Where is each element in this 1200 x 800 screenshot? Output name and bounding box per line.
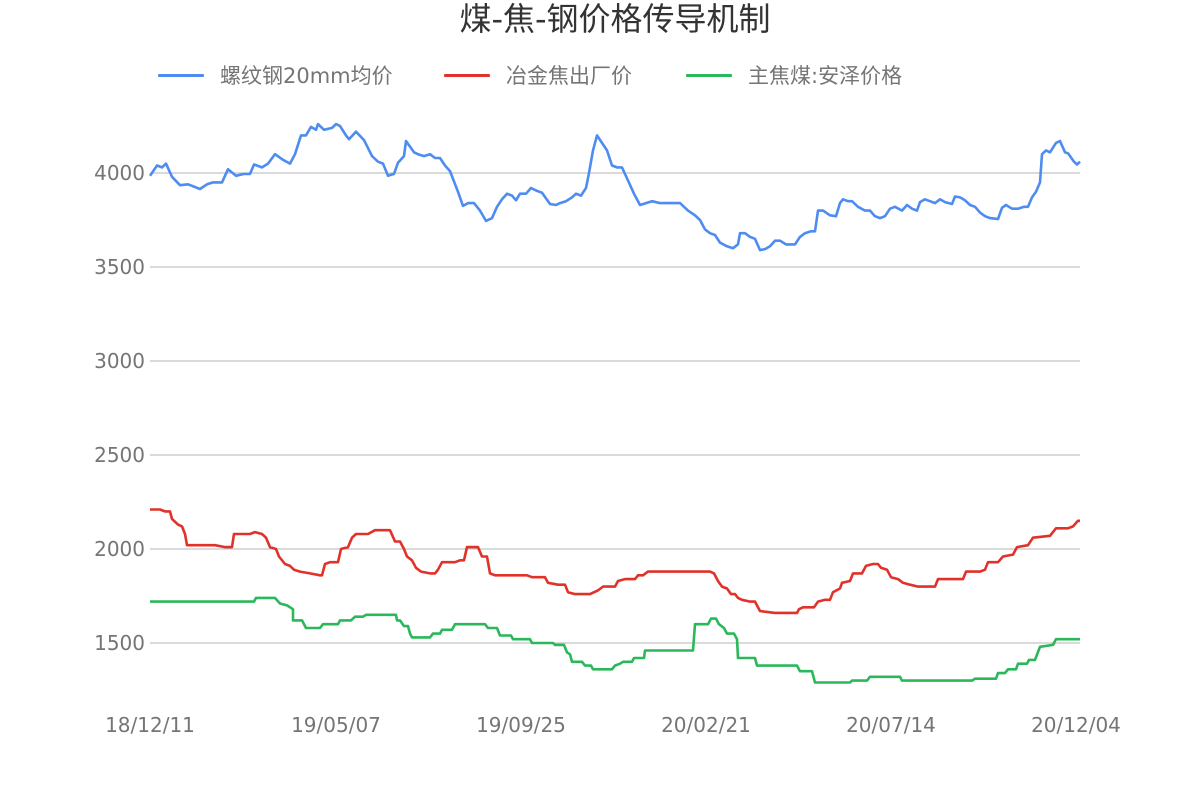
x-tick: 18/12/11 — [105, 713, 195, 737]
x-tick: 20/02/21 — [661, 713, 751, 737]
x-tick: 20/12/04 — [1031, 713, 1121, 737]
chart-title: 煤-焦-钢价格传导机制 — [459, 0, 771, 38]
legend-item-coke[interactable]: 冶金焦出厂价 — [444, 60, 632, 90]
legend-swatch-green-icon — [686, 73, 732, 77]
legend-swatch-red-icon — [444, 73, 490, 77]
y-tick-4000: 4000 — [94, 161, 145, 185]
y-tick-3500: 3500 — [94, 255, 145, 279]
gridlines — [150, 172, 1080, 644]
y-tick-2000: 2000 — [94, 537, 145, 561]
legend-label: 主焦煤:安泽价格 — [748, 64, 903, 88]
legend-item-coking-coal[interactable]: 主焦煤:安泽价格 — [686, 60, 902, 90]
series-lines — [148, 122, 1081, 684]
x-tick: 19/05/07 — [291, 713, 381, 737]
legend-label: 螺纹钢20mm均价 — [220, 64, 393, 88]
series-line-0 — [148, 122, 1081, 252]
y-tick-1500: 1500 — [94, 631, 145, 655]
series-line-2 — [150, 596, 1080, 684]
series-line-1 — [150, 508, 1080, 615]
x-tick: 20/07/14 — [846, 713, 936, 737]
y-tick-2500: 2500 — [94, 443, 145, 467]
x-tick: 19/09/25 — [476, 713, 566, 737]
y-tick-3000: 3000 — [94, 349, 145, 373]
legend-label: 冶金焦出厂价 — [506, 64, 632, 88]
legend-item-rebar[interactable]: 螺纹钢20mm均价 — [158, 60, 393, 90]
legend-swatch-blue-icon — [158, 73, 204, 77]
